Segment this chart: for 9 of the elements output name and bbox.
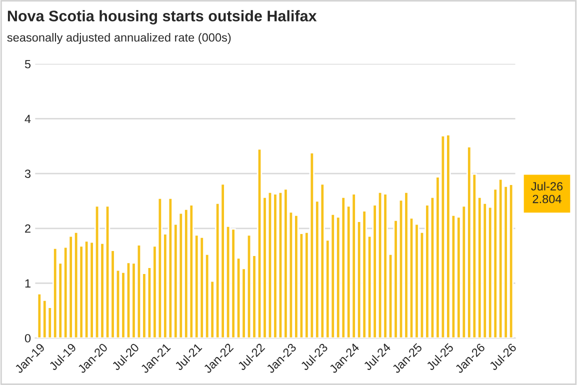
y-tick-label: 4: [24, 114, 31, 124]
y-tick-label: 2: [25, 224, 30, 233]
chart-title: Nova Scotia housing starts outside Halifax: [8, 10, 317, 24]
y-tick-label: 1: [25, 279, 30, 288]
y-tick-label: 3: [24, 170, 31, 178]
text: Jul-26 2.804: [531, 182, 563, 204]
y-tick-label: 5: [24, 60, 31, 68]
chart-subtitle: seasonally adjusted annualized rate (000s): [7, 33, 231, 44]
y-tick-label: 0: [24, 334, 31, 342]
